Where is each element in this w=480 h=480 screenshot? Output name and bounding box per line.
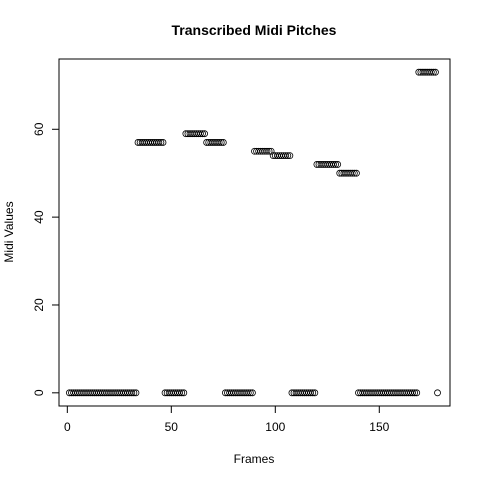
x-tick-label: 50 [165,420,179,434]
y-tick-label: 0 [32,389,46,396]
data-point [348,169,356,177]
data-point [413,389,421,397]
data-point [176,389,184,397]
data-point [350,169,358,177]
data-point [197,130,204,138]
data-point [201,130,208,138]
data-points [65,68,441,397]
y-tick-label: 60 [32,122,46,136]
data-point [353,169,360,177]
data-point [249,389,256,397]
data-point [155,139,163,146]
x-tick-label: 0 [64,420,71,434]
data-point [132,389,140,397]
data-point [265,147,273,155]
data-point [199,130,206,138]
data-point [282,152,290,160]
x-tick-label: 150 [369,420,389,434]
data-point [180,389,188,397]
data-point [246,389,254,397]
data-point [217,139,225,146]
data-point [178,389,186,397]
chart-title: Transcribed Midi Pitches [172,22,337,38]
data-point [159,139,167,146]
data-point [434,389,441,397]
data-point [427,68,435,76]
y-axis-label: Midi Values [2,201,16,262]
y-axis: 0 20 40 60 [32,122,59,396]
data-point [330,161,337,168]
data-point [286,152,294,160]
x-axis-label: Frames [234,452,275,466]
data-point [263,147,271,155]
x-axis: 0 50 100 150 [64,405,390,434]
y-tick-label: 20 [32,298,46,312]
plot-frame [58,58,451,407]
data-point [128,389,136,397]
x-tick-label: 100 [265,420,285,434]
data-point [432,68,439,76]
data-point [429,68,437,76]
data-point [307,389,315,397]
data-point [219,139,227,146]
data-point [244,389,252,397]
data-point [332,161,340,168]
data-point [130,389,138,397]
data-point [157,139,165,146]
y-tick-label: 40 [32,210,46,224]
data-point [284,152,292,160]
data-point [334,161,342,168]
data-point [309,389,317,397]
data-point [311,389,319,397]
data-point [411,389,419,397]
data-point [409,389,416,397]
data-point [215,139,223,146]
data-point [267,147,275,155]
